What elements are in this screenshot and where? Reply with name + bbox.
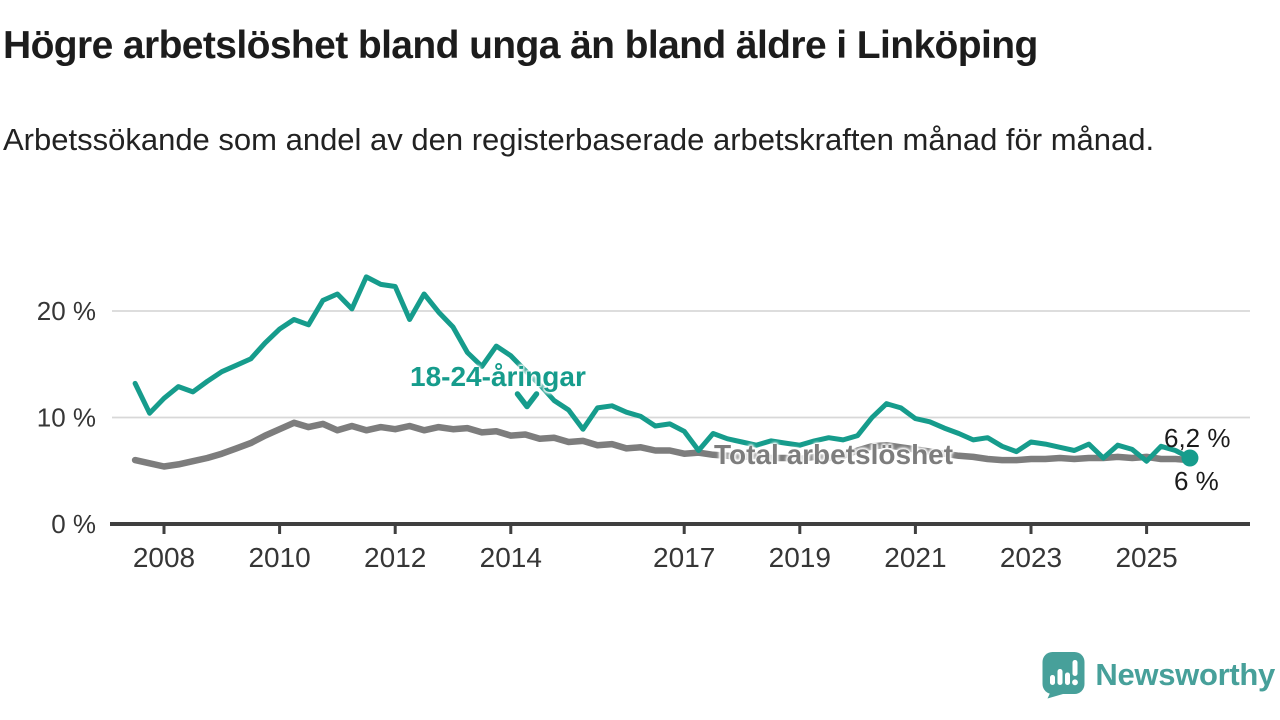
chevron-down-icon <box>514 391 540 411</box>
svg-text:10 %: 10 % <box>37 403 96 433</box>
page-subtitle: Arbetssökande som andel av den registerb… <box>3 122 1155 157</box>
newsworthy-bubble-chart-icon <box>1042 652 1085 699</box>
page-title: Högre arbetslöshet bland unga än bland ä… <box>3 24 1038 67</box>
end-value-young: 6,2 % <box>1164 423 1231 453</box>
brand-logo: Newsworthy <box>1041 651 1275 699</box>
svg-text:2008: 2008 <box>133 542 195 573</box>
svg-text:2017: 2017 <box>653 542 715 573</box>
svg-text:2021: 2021 <box>884 542 946 573</box>
series-label-young: 18-24-åringar <box>410 361 586 392</box>
svg-text:20 %: 20 % <box>37 296 96 326</box>
series-label-total: Total arbetslöshet <box>714 439 954 470</box>
svg-text:2014: 2014 <box>480 542 542 573</box>
brand-name: Newsworthy <box>1095 657 1275 692</box>
svg-text:2012: 2012 <box>364 542 426 573</box>
end-value-total: 6 % <box>1174 466 1219 496</box>
svg-text:2025: 2025 <box>1115 542 1177 573</box>
svg-text:0 %: 0 % <box>51 509 96 539</box>
svg-text:2023: 2023 <box>1000 542 1062 573</box>
svg-text:2010: 2010 <box>248 542 310 573</box>
svg-text:2019: 2019 <box>769 542 831 573</box>
